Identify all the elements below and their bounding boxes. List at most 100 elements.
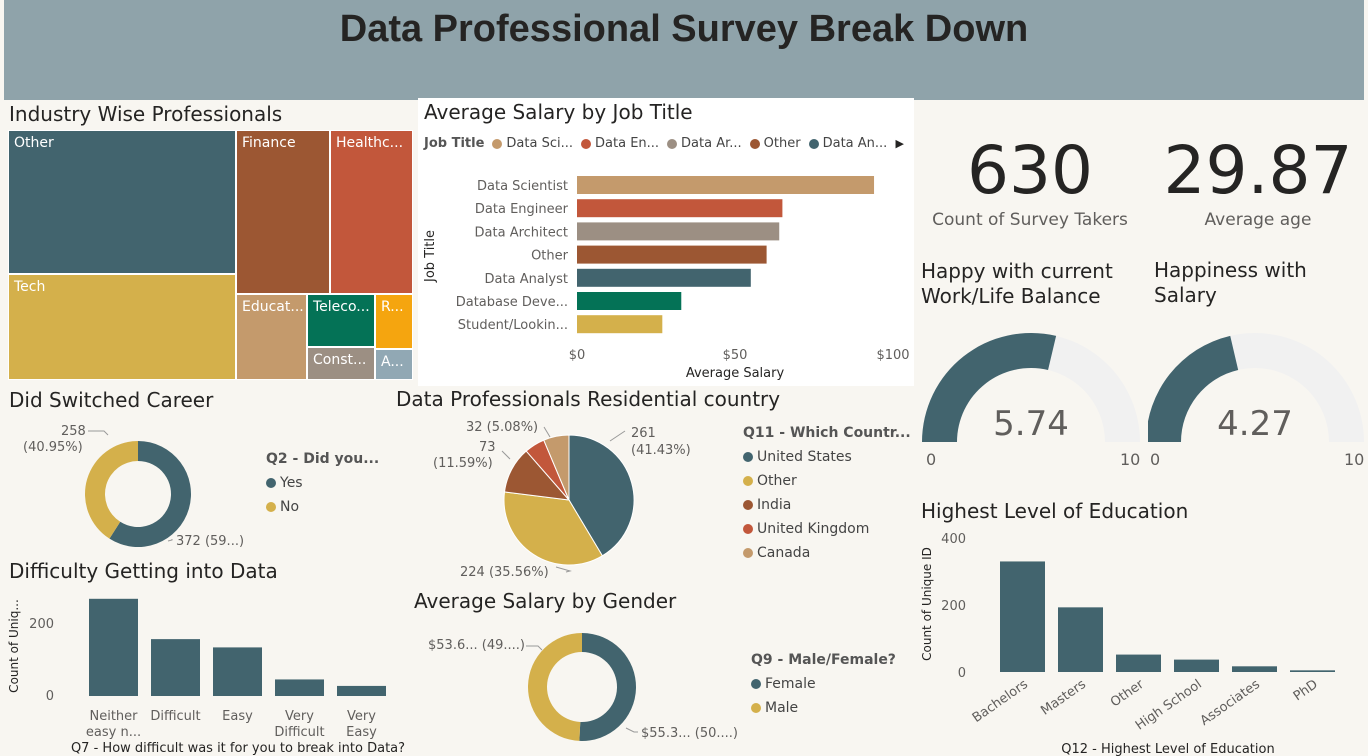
treemap-cell-other[interactable]: Other [8, 130, 236, 274]
legend-label: No [280, 499, 300, 515]
legend-title: Q9 - Male/Female? [751, 652, 896, 668]
legend-dot [743, 524, 753, 534]
treemap-cell-tech[interactable]: Tech [8, 274, 236, 380]
category-label: PhD [1291, 677, 1321, 704]
legend-item[interactable]: Data An... [808, 136, 888, 151]
legend-item[interactable]: Data Ar... [667, 136, 742, 151]
category-label: Data Scientist [477, 179, 568, 194]
pie-slice[interactable] [568, 434, 635, 557]
data-label: (41.43%) [631, 443, 691, 458]
legend-item[interactable]: Other [743, 473, 911, 489]
treemap-cell-healthcare[interactable]: Healthc... [330, 130, 413, 294]
gauge-max: 10 [1344, 450, 1364, 469]
difficulty-bar[interactable] [213, 647, 262, 696]
industry-treemap[interactable]: Other Tech Finance Healthc... Educat... … [8, 130, 413, 380]
donut-slice[interactable] [579, 633, 636, 741]
category-label: Data Engineer [475, 202, 569, 217]
treemap-cell-education[interactable]: Educat... [236, 294, 307, 380]
legend-item[interactable]: Data Sci... [492, 136, 573, 151]
treemap-cell-retail[interactable]: R... [375, 294, 413, 349]
salary-job-chart[interactable]: Data Scientist Data Engineer Data Architec… [418, 168, 914, 386]
legend-label: United Kingdom [757, 521, 870, 537]
category-label: easy n... [86, 725, 141, 740]
treemap-cell-finance[interactable]: Finance [236, 130, 330, 294]
salary-bar[interactable] [577, 292, 682, 310]
education-bar[interactable] [1174, 659, 1219, 672]
balance-gauge-title: Happy with current Work/Life Balance [921, 259, 1113, 309]
data-label: $53.6... (49....) [428, 638, 525, 653]
age-label: Average age [1204, 210, 1312, 230]
legend-item[interactable]: Data En... [581, 136, 659, 151]
switched-legend: Q2 - Did you... Yes No [266, 451, 379, 515]
treemap-label: Tech [14, 279, 46, 295]
category-label: Other [531, 249, 569, 264]
salary-bar[interactable] [577, 315, 663, 334]
gender-donut[interactable]: $55.3... (50....) $53.6... (49....) [420, 620, 750, 756]
legend-label: Data Sci... [506, 136, 574, 151]
salary-bar[interactable] [577, 176, 875, 194]
gauge-arc[interactable] [922, 333, 1057, 442]
gauge-value: 4.27 [1217, 404, 1293, 444]
data-label: 224 (35.56%) [460, 565, 549, 580]
legend-next-arrow-icon[interactable]: ▶ [895, 137, 904, 150]
salary-bar[interactable] [577, 268, 751, 287]
country-pie[interactable]: 261 (41.43%) 224 (35.56%) 73(11.59%) 32 (5.0… [420, 415, 720, 585]
y-tick-label: 0 [46, 689, 54, 704]
country-title: Data Professionals Residential country [396, 387, 781, 411]
legend-item-male[interactable]: Male [751, 700, 896, 716]
pie-slice[interactable] [543, 434, 570, 501]
y-axis-label: Job Title [423, 230, 438, 283]
treemap-cell-agriculture[interactable]: A... [375, 349, 413, 380]
y-axis-label: Count of Uniq... [7, 599, 21, 693]
salary-bar[interactable] [577, 245, 767, 264]
country-legend: Q11 - Which Countr... United States Othe… [743, 425, 911, 561]
legend-item[interactable]: India [743, 497, 911, 513]
data-label: (40.95%) [23, 440, 83, 455]
category-label: Data Architect [475, 225, 568, 240]
education-bar[interactable] [1116, 654, 1161, 672]
category-label: Easy [346, 725, 377, 740]
x-axis-label: Average Salary [686, 366, 785, 381]
education-bar[interactable] [1290, 670, 1335, 672]
gauge-arc[interactable] [1148, 335, 1239, 442]
treemap-cell-construction[interactable]: Const... [307, 347, 375, 380]
switched-donut[interactable]: 372 (59...) 258(40.95%) [8, 415, 258, 555]
legend-label: Data An... [822, 136, 888, 151]
education-bar[interactable] [1000, 561, 1045, 672]
education-bar[interactable] [1232, 666, 1277, 672]
difficulty-bar[interactable] [337, 685, 386, 696]
industry-title: Industry Wise Professionals [9, 102, 283, 126]
donut-slice[interactable] [528, 633, 582, 741]
legend-item[interactable]: Canada [743, 545, 911, 561]
difficulty-bar[interactable] [89, 598, 138, 696]
donut-slice[interactable] [85, 441, 138, 539]
balance-gauge[interactable]: 5.74 0 10 [915, 325, 1145, 475]
gauge-title-line: Work/Life Balance [921, 284, 1101, 308]
legend-dot [749, 138, 760, 149]
legend-label: Female [765, 676, 816, 692]
donut-slice[interactable] [109, 441, 191, 547]
education-bar[interactable] [1058, 607, 1103, 672]
treemap-cell-telecom[interactable]: Teleco... [307, 294, 375, 347]
leader-line [167, 539, 173, 542]
x-axis-label: Q12 - Highest Level of Education [1061, 742, 1274, 756]
salary-bar[interactable] [577, 222, 780, 241]
legend-item[interactable]: Other [749, 136, 801, 151]
count-label: Count of Survey Takers [932, 210, 1128, 230]
difficulty-bar[interactable] [151, 639, 200, 696]
legend-item-female[interactable]: Female [751, 676, 896, 692]
salary-gauge[interactable]: 4.27 0 10 [1148, 325, 1364, 475]
salary-bar[interactable] [577, 199, 783, 218]
switched-title: Did Switched Career [9, 388, 214, 412]
legend-label: Male [765, 700, 799, 716]
legend-item[interactable]: United States [743, 449, 911, 465]
pie-slice[interactable] [503, 491, 604, 566]
legend-item-no[interactable]: No [266, 499, 379, 515]
legend-item[interactable]: United Kingdom [743, 521, 911, 537]
difficulty-bar[interactable] [275, 679, 324, 696]
legend-item-yes[interactable]: Yes [266, 475, 379, 491]
treemap-label: Other [14, 135, 54, 151]
leader-line [555, 566, 572, 573]
